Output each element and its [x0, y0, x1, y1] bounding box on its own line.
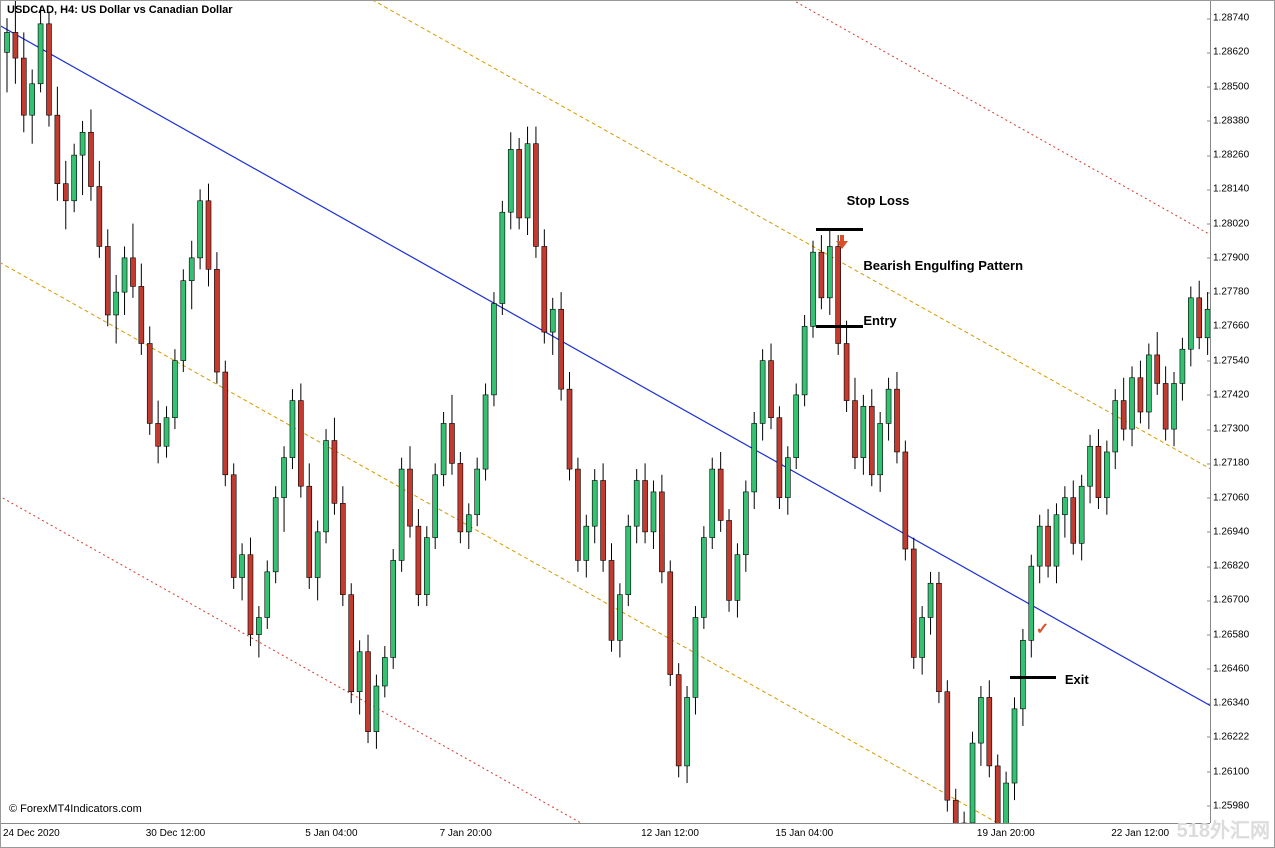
price-axis: 1.28740 1.28620 1.28500 1.28380 1.28260 1.281… [1210, 1, 1274, 823]
time-tick: 24 Dec 2020 [3, 828, 60, 839]
time-tick: 22 Jan 12:00 [1111, 828, 1169, 839]
price-tick: 1.25980 [1213, 800, 1249, 811]
price-tick: 1.27780 [1213, 287, 1249, 298]
price-tick: 1.26580 [1213, 629, 1249, 640]
price-tick: 1.27420 [1213, 389, 1249, 400]
price-tick: 1.28620 [1213, 47, 1249, 58]
entry-mark [816, 325, 863, 328]
entry-label: Entry [863, 313, 896, 328]
price-tick: 1.27300 [1213, 424, 1249, 435]
price-tick: 1.28140 [1213, 184, 1249, 195]
time-tick: 15 Jan 04:00 [775, 828, 833, 839]
time-tick: 12 Jan 12:00 [641, 828, 699, 839]
chart-container[interactable]: USDCAD, H4: US Dollar vs Canadian Dollar… [0, 0, 1275, 848]
pattern-label: Bearish Engulfing Pattern [863, 258, 1023, 273]
exit-label: Exit [1065, 672, 1089, 687]
price-tick: 1.26460 [1213, 663, 1249, 674]
price-tick: 1.27540 [1213, 355, 1249, 366]
stop-loss-mark [816, 228, 863, 231]
price-tick: 1.28020 [1213, 218, 1249, 229]
price-tick: 1.26820 [1213, 561, 1249, 572]
sell-arrow-icon [836, 235, 848, 254]
price-tick: 1.28500 [1213, 81, 1249, 92]
price-tick: 1.26700 [1213, 595, 1249, 606]
price-tick: 1.28740 [1213, 13, 1249, 24]
price-tick: 1.27660 [1213, 321, 1249, 332]
chart-plot-area[interactable]: USDCAD, H4: US Dollar vs Canadian Dollar… [1, 1, 1210, 823]
time-tick: 30 Dec 12:00 [146, 828, 206, 839]
price-tick: 1.28260 [1213, 150, 1249, 161]
time-tick: 7 Jan 20:00 [440, 828, 492, 839]
check-icon: ✓ [1036, 619, 1049, 639]
stop-loss-label: Stop Loss [847, 193, 910, 208]
price-tick: 1.26100 [1213, 766, 1249, 777]
price-tick: 1.27180 [1213, 458, 1249, 469]
price-tick: 1.26340 [1213, 698, 1249, 709]
chart-title: USDCAD, H4: US Dollar vs Canadian Dollar [7, 4, 233, 16]
exit-mark [1010, 676, 1057, 679]
time-tick: 19 Jan 20:00 [977, 828, 1035, 839]
price-tick: 1.26222 [1213, 731, 1249, 742]
copyright-label: © ForexMT4Indicators.com [9, 803, 142, 815]
time-axis: 24 Dec 2020 30 Dec 12:00 5 Jan 04:00 7 Jan … [1, 823, 1210, 847]
price-tick: 1.28380 [1213, 115, 1249, 126]
candlesticks [1, 1, 1210, 823]
price-tick: 1.26940 [1213, 526, 1249, 537]
price-tick: 1.27060 [1213, 492, 1249, 503]
time-tick: 5 Jan 04:00 [305, 828, 357, 839]
price-tick: 1.27900 [1213, 252, 1249, 263]
